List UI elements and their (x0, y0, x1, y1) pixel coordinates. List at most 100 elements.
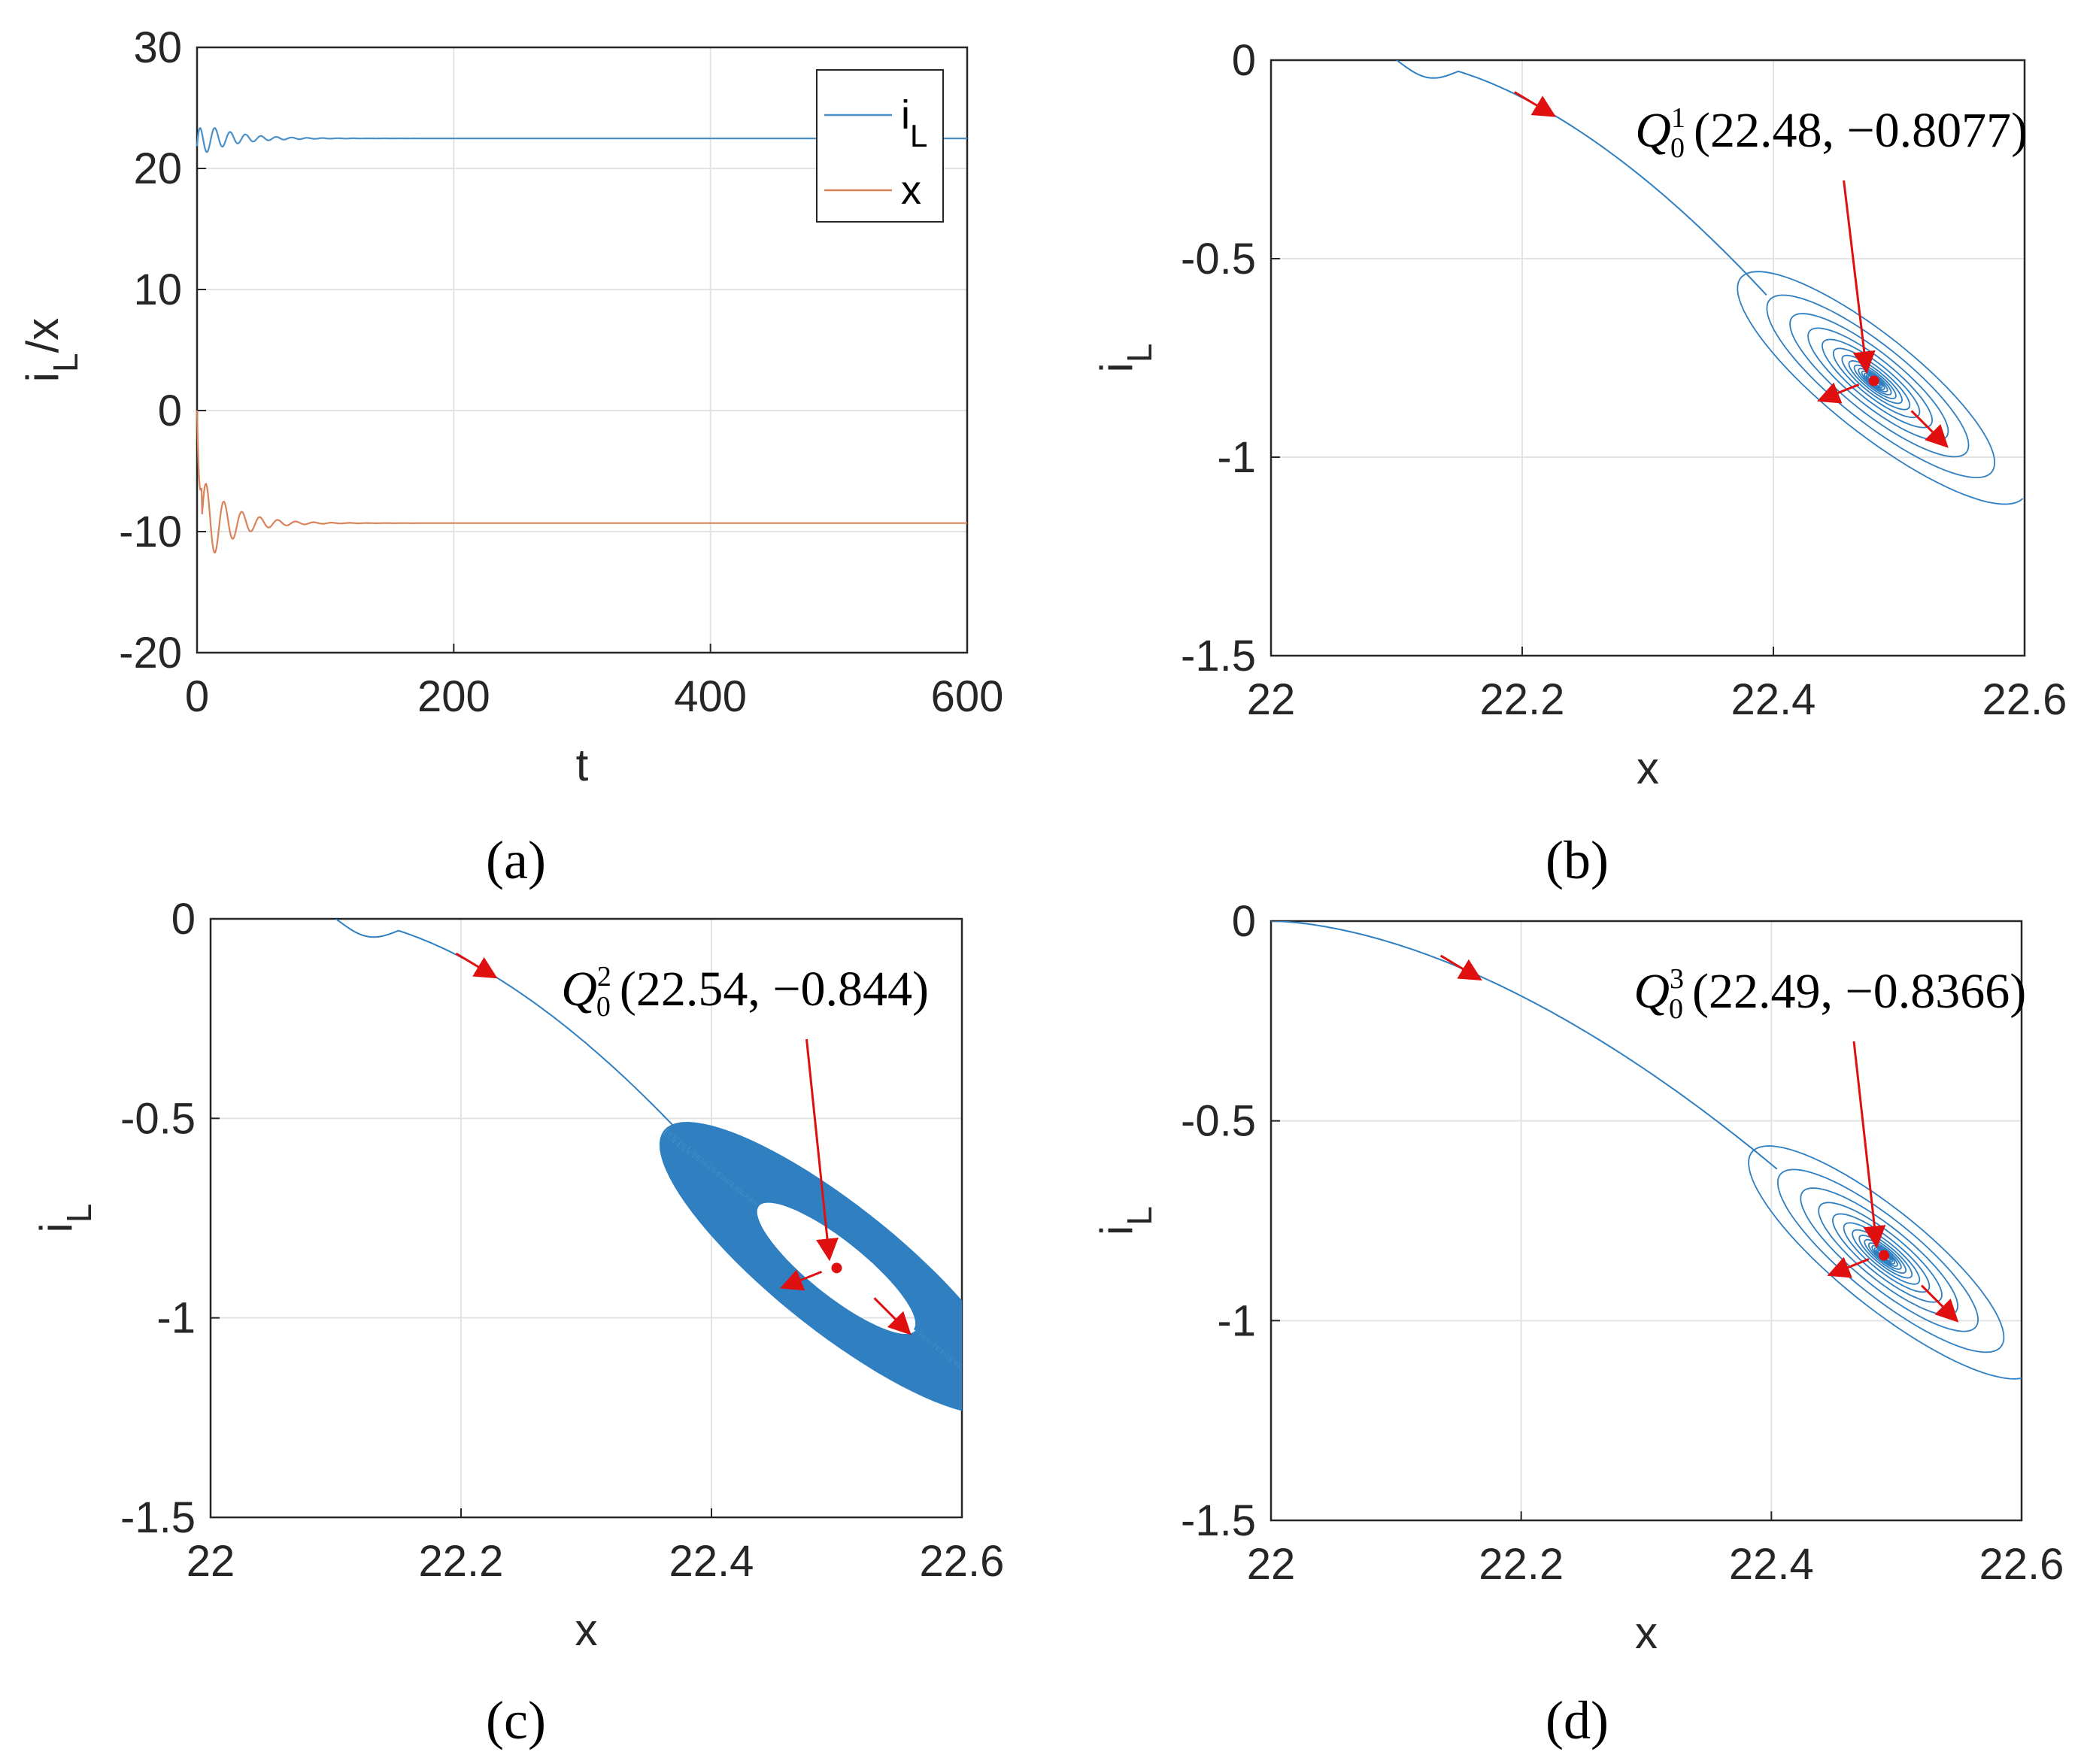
x-tick-label: 22.6 (1982, 675, 2067, 724)
orbit-group (1396, 60, 2024, 505)
y-axis-label: iL (1091, 1206, 1159, 1235)
approach-trajectory (335, 919, 713, 1168)
equilibrium-point (1879, 1250, 1890, 1261)
x-tick-label: 22.6 (920, 1537, 1005, 1586)
approach-trajectory (1396, 60, 1767, 296)
x-tick-label: 22.2 (419, 1537, 504, 1586)
x-tick-label: 600 (931, 672, 1004, 721)
axes-box (1270, 59, 2026, 657)
y-tick-label: 10 (133, 265, 182, 314)
x-axis-label: x (575, 1605, 598, 1655)
y-label-sub: L (59, 1204, 99, 1223)
x-axis-label: t (576, 740, 589, 790)
y-tick-label: -1.5 (1181, 632, 1256, 680)
y-label-sub: L (1120, 1206, 1159, 1226)
legend-label-0: iL (901, 92, 927, 153)
panel-label-d: (d) (1546, 1690, 1609, 1750)
y-label-sub: L (1120, 344, 1159, 363)
annotation-sub: 0 (596, 991, 611, 1023)
x-tick-label: 22.6 (1979, 1540, 2064, 1589)
annotation-sub: 0 (1669, 993, 1683, 1025)
spiral-trajectory (1748, 1145, 2022, 1380)
plot-area (1271, 60, 2025, 656)
y-tick-label: -1.5 (120, 1493, 196, 1542)
x-tick-label: 400 (674, 672, 747, 721)
flow-arrow-approach (1514, 91, 1557, 117)
annotation-pointer-arrow (1843, 180, 1876, 374)
y-label-main: i (31, 1223, 81, 1232)
flow-arrow-out-right (1910, 410, 1949, 448)
legend-label-main: i (901, 92, 910, 138)
x-axis-label: x (1637, 743, 1659, 793)
x-tick-label: 22.4 (1731, 675, 1816, 724)
series-line-x (196, 410, 967, 554)
y-label-main: i (17, 372, 68, 382)
axes-box (196, 46, 969, 654)
panel-label-a: (a) (486, 830, 546, 890)
legend-label-sub: L (910, 118, 927, 153)
y-tick-label: -1 (1217, 433, 1256, 482)
y-label-tail: /x (17, 318, 68, 353)
y-label-sub: L (46, 353, 85, 372)
x-tick-label: 0 (185, 672, 209, 721)
flow-arrow-approach (455, 952, 498, 979)
annotation-symbol: Q (1634, 964, 1670, 1019)
legend-label-main: x (901, 168, 921, 213)
y-tick-label: -0.5 (1181, 235, 1256, 283)
annotation-sup: 3 (1670, 963, 1684, 995)
y-axis-label: iL (31, 1204, 99, 1233)
y-tick-label: 0 (158, 386, 182, 435)
equilibrium-point (831, 1262, 842, 1274)
equilibrium-annotation: Q2 0 (22.54, −0.844) (561, 961, 929, 1023)
panel-label-c: (c) (486, 1690, 546, 1750)
legend-label-1: x (901, 168, 921, 213)
axes-box (1270, 920, 2023, 1522)
x-tick-label: 22.2 (1479, 1540, 1564, 1589)
flow-arrow-out-left (779, 1269, 823, 1291)
spiral-trajectory (1737, 271, 2024, 505)
x-tick-label: 200 (417, 672, 490, 721)
y-tick-label: -20 (119, 629, 182, 677)
equilibrium-annotation: Q3 0 (22.49, −0.8366) (1634, 963, 2026, 1025)
spiral-trajectory (659, 1121, 962, 1411)
annotation-pointer-arrow (805, 1038, 839, 1262)
y-tick-label: 0 (1232, 897, 1256, 946)
flow-arrow-approach (1439, 954, 1482, 981)
y-axis-label: iL (1091, 344, 1159, 373)
equilibrium-point (1868, 375, 1879, 386)
y-tick-label: -0.5 (1181, 1097, 1256, 1146)
y-tick-label: -0.5 (120, 1094, 196, 1143)
panel-label-b: (b) (1546, 830, 1609, 890)
flow-arrow-out-right (873, 1297, 912, 1335)
annotation-sup: 2 (597, 961, 611, 993)
flow-arrow-out-left (1827, 1256, 1870, 1278)
x-tick-label: 22 (187, 1537, 235, 1586)
annotation-value: (22.49, −0.8366) (1692, 964, 2026, 1019)
x-axis-label: x (1635, 1608, 1658, 1658)
x-tick-label: 22.4 (1729, 1540, 1814, 1589)
y-tick-label: -10 (119, 508, 182, 556)
annotation-sup: 1 (1671, 102, 1685, 134)
annotation-pointer-arrow (1852, 1041, 1886, 1249)
y-tick-label: 0 (171, 895, 196, 944)
x-tick-label: 22 (1247, 1540, 1296, 1589)
y-tick-label: 20 (133, 144, 182, 193)
axes-box (209, 917, 963, 1519)
orbit-group (1271, 921, 2022, 1380)
annotation-value: (22.54, −0.844) (620, 962, 929, 1017)
x-tick-label: 22.2 (1480, 675, 1565, 724)
annotation-symbol: Q (561, 962, 597, 1017)
x-tick-label: 22.4 (669, 1537, 754, 1586)
y-label-main: i (1091, 362, 1142, 372)
y-label-main: i (1091, 1226, 1142, 1235)
annotation-sub: 0 (1670, 132, 1685, 164)
flow-arrow-out-left (1817, 382, 1860, 404)
annotation-symbol: Q (1635, 103, 1671, 158)
y-tick-label: -1.5 (1181, 1496, 1256, 1545)
flow-arrow-out-right (1920, 1284, 1959, 1323)
